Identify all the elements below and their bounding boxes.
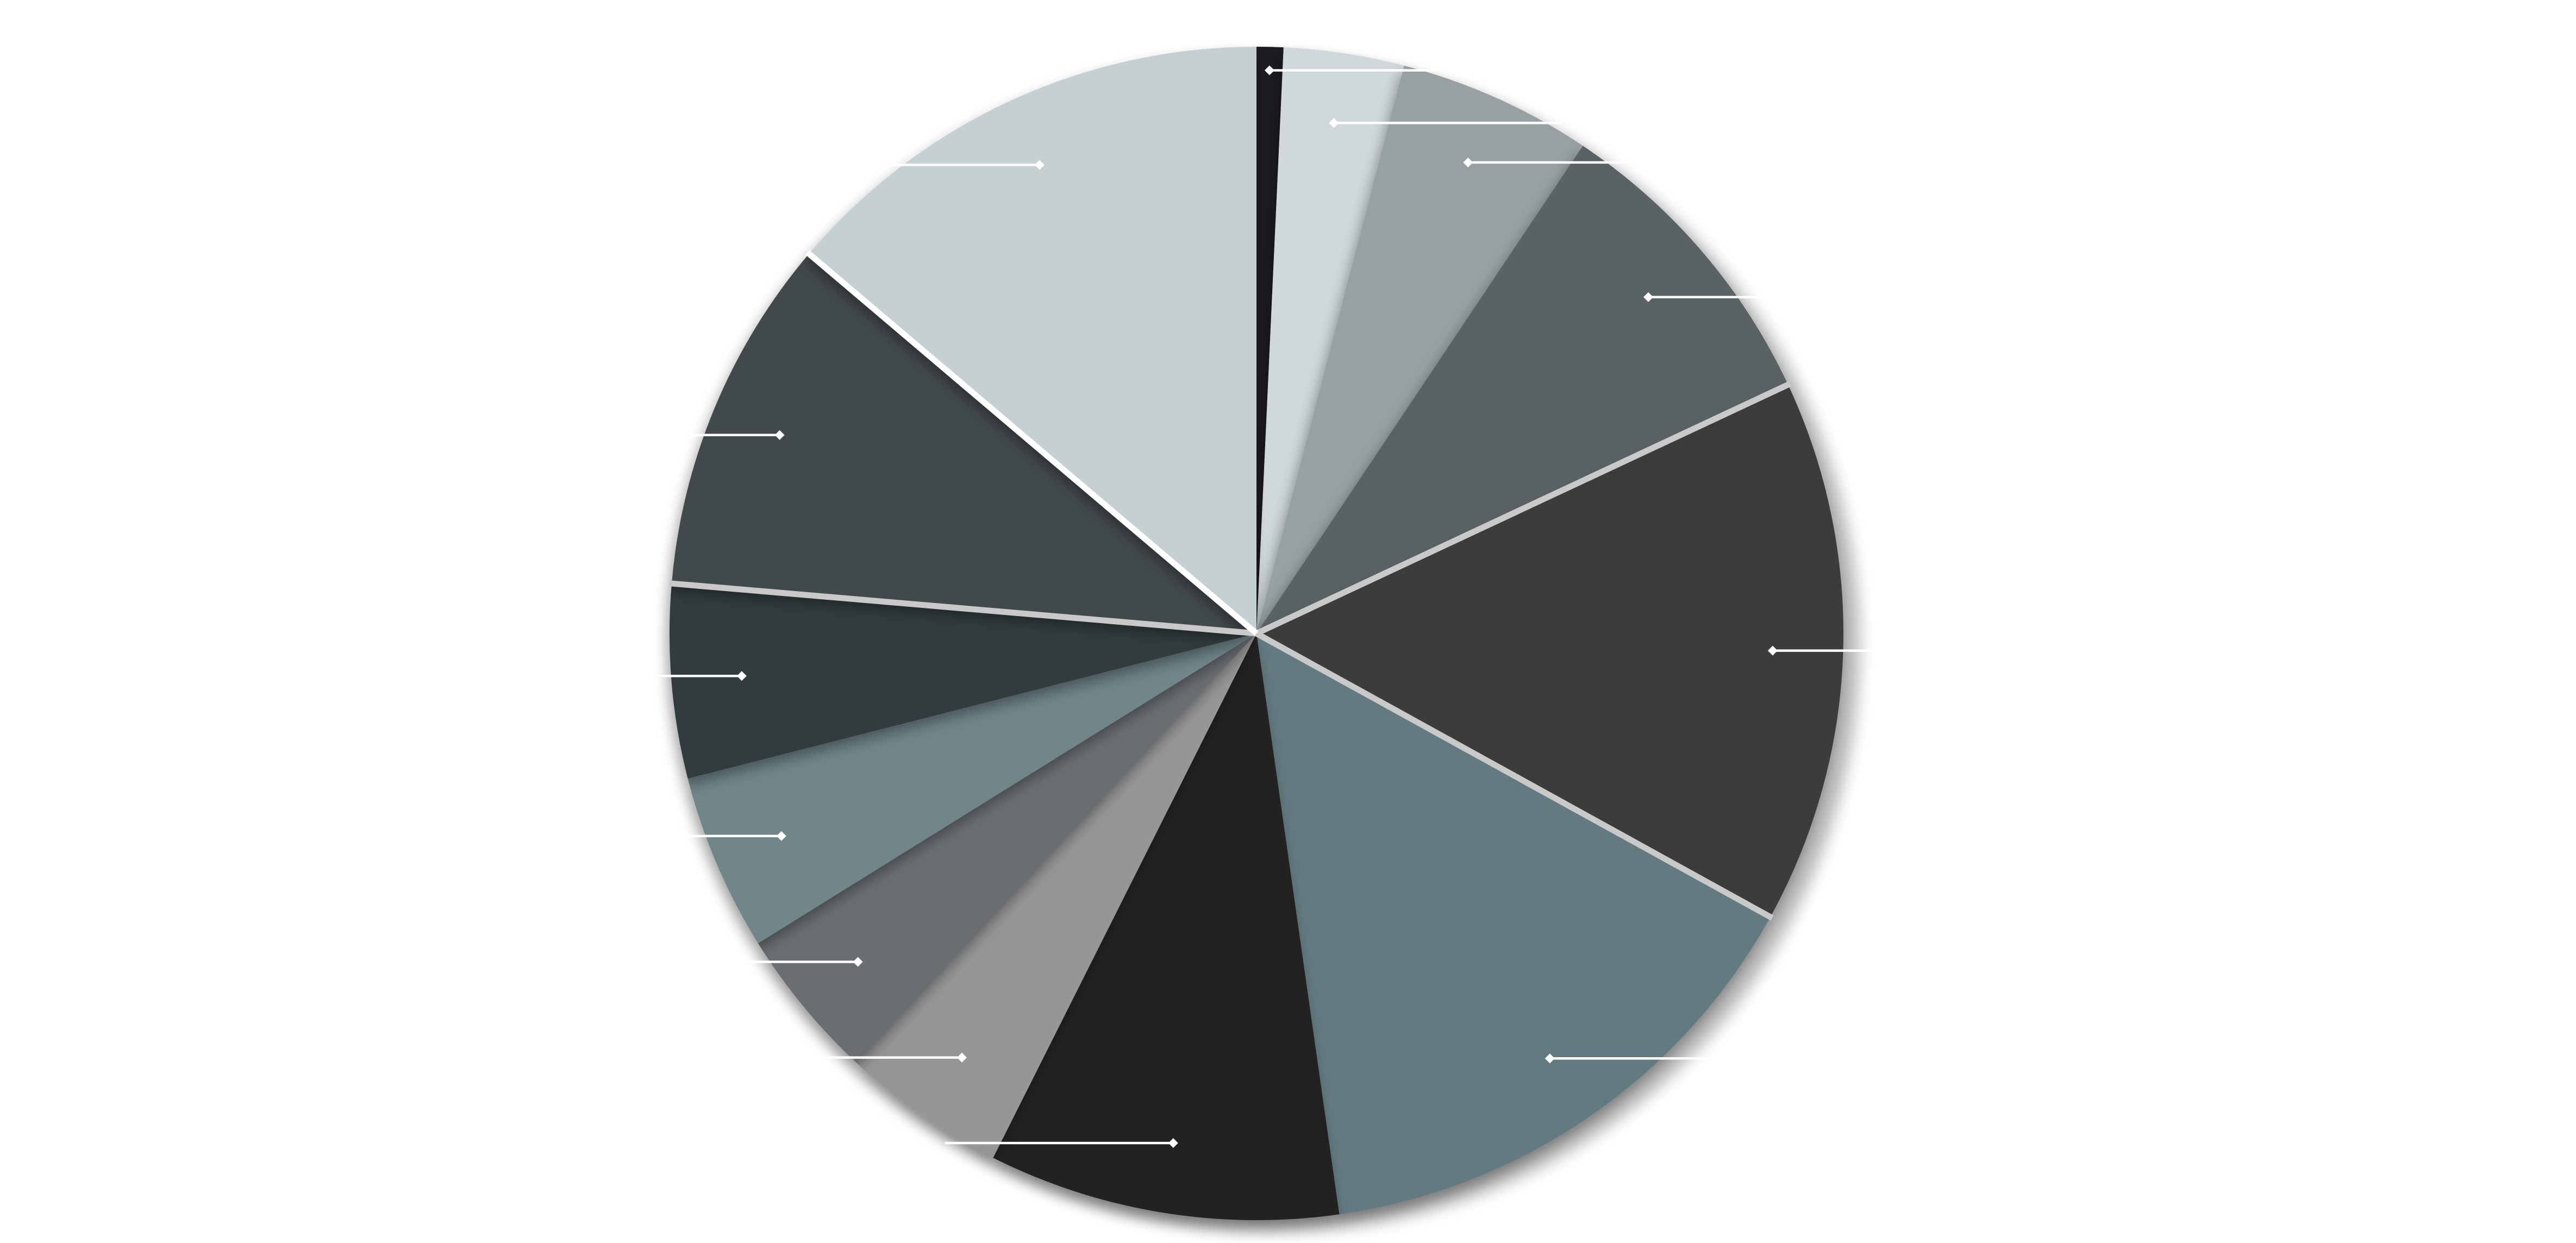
slice-leader <box>1329 118 1562 128</box>
slice-leader <box>1767 645 2131 656</box>
pie-slice <box>758 633 1256 1064</box>
slice-separator <box>1255 381 1792 636</box>
slice-leader <box>945 1138 1178 1148</box>
slice-leader <box>551 430 785 440</box>
slice-leader <box>733 1052 967 1063</box>
slice-separators <box>669 250 1792 921</box>
pie-slice <box>671 254 1256 633</box>
leader-marker <box>1034 160 1045 170</box>
slice-leader <box>1643 292 1877 302</box>
leader-marker <box>1643 292 1654 302</box>
pie-slice <box>993 633 1340 1221</box>
pie-slice <box>1256 385 1844 917</box>
leader-marker <box>1329 118 1339 128</box>
pie-slice <box>1256 633 1771 1215</box>
leader-marker <box>1463 157 1473 167</box>
slice-separator <box>1255 631 1774 921</box>
slice-separator <box>805 250 1259 636</box>
pie-slice <box>1256 146 1789 634</box>
leader-marker <box>1264 65 1274 76</box>
slice-leader <box>1264 65 1454 76</box>
leader-marker <box>736 671 747 681</box>
slice-leader <box>513 671 747 681</box>
leader-marker <box>853 957 863 967</box>
pie-slices <box>669 46 1844 1221</box>
slice-separator <box>669 580 1257 637</box>
pie-slice <box>1256 65 1583 634</box>
leader-marker <box>774 430 785 440</box>
leader-marker <box>1168 1138 1178 1148</box>
leader-marker <box>776 831 786 841</box>
pie-slice <box>1256 47 1404 633</box>
pie-slice <box>1256 46 1284 633</box>
pie-slice <box>669 583 1256 779</box>
leader-marker <box>956 1052 967 1063</box>
slice-leader <box>680 160 1045 170</box>
slice-leader <box>1545 1053 1909 1064</box>
slice-leader <box>1463 157 1697 167</box>
leader-marker <box>1545 1053 1555 1064</box>
pie-slice <box>856 633 1256 1158</box>
slice-label-leaders <box>513 65 2131 1148</box>
pie-slice <box>809 47 1256 633</box>
slice-leader <box>553 831 786 841</box>
leader-marker <box>1767 645 1778 656</box>
pie-slice <box>687 633 1256 944</box>
slice-leader <box>629 957 863 967</box>
